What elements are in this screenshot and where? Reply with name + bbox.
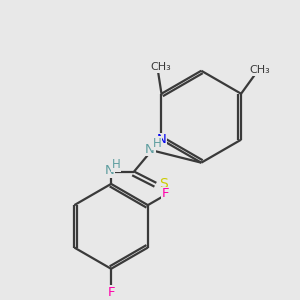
Text: N: N bbox=[145, 143, 155, 156]
Text: CH₃: CH₃ bbox=[150, 62, 171, 72]
Text: H: H bbox=[112, 158, 121, 171]
Text: H: H bbox=[153, 137, 161, 150]
Text: F: F bbox=[107, 286, 115, 299]
Text: N: N bbox=[157, 133, 166, 146]
Text: CH₃: CH₃ bbox=[250, 65, 271, 75]
Text: N: N bbox=[104, 164, 114, 177]
Text: F: F bbox=[162, 188, 169, 200]
Text: S: S bbox=[159, 177, 168, 191]
